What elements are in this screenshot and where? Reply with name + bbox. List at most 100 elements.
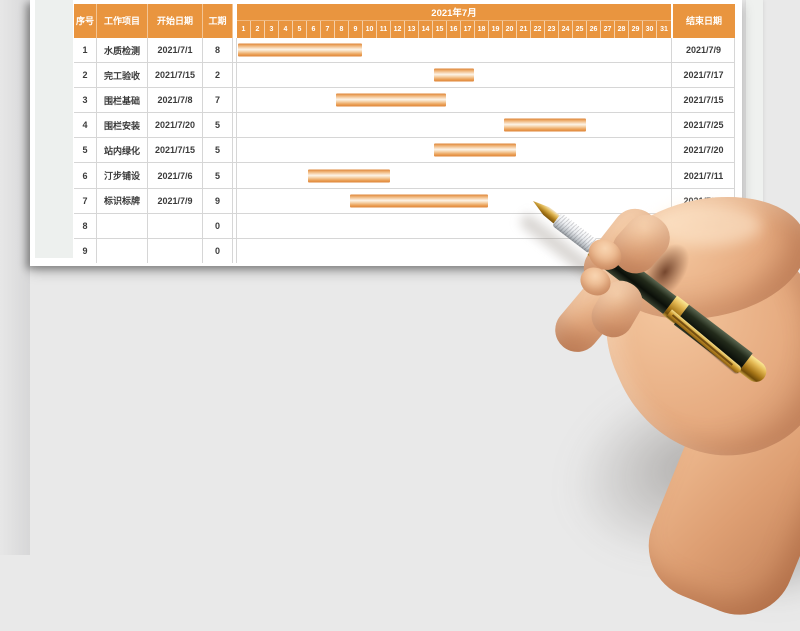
cell-num[interactable]: 2 bbox=[74, 63, 97, 88]
gantt-bar bbox=[434, 68, 474, 82]
gantt-month-title[interactable]: 2021年7月 bbox=[237, 4, 671, 21]
header-num[interactable]: 序号 bbox=[74, 4, 97, 38]
day-header-8[interactable]: 8 bbox=[335, 21, 349, 38]
day-header-5[interactable]: 5 bbox=[293, 21, 307, 38]
cell-duration[interactable]: 9 bbox=[203, 188, 233, 213]
day-header-12[interactable]: 12 bbox=[391, 21, 405, 38]
cell-duration[interactable]: 0 bbox=[203, 213, 233, 238]
table-row: 2 完工验收 2021/7/15 2 2021/7/17 bbox=[74, 63, 735, 89]
day-header-31[interactable]: 31 bbox=[660, 26, 668, 33]
cell-task[interactable]: 标识标牌 bbox=[97, 188, 148, 213]
gantt-bar bbox=[308, 169, 390, 183]
table-row: 4 围栏安装 2021/7/20 5 2021/7/25 bbox=[74, 113, 735, 139]
day-header-14[interactable]: 14 bbox=[419, 21, 433, 38]
cell-gantt[interactable] bbox=[237, 138, 671, 163]
day-header-26[interactable]: 26 bbox=[587, 21, 601, 38]
gantt-bar bbox=[350, 194, 488, 208]
cell-duration[interactable]: 7 bbox=[203, 88, 233, 113]
cell-start-date[interactable]: 2021/7/20 bbox=[148, 113, 203, 138]
cell-duration[interactable]: 0 bbox=[203, 238, 233, 263]
day-header-18[interactable]: 18 bbox=[475, 21, 489, 38]
cell-gantt[interactable] bbox=[237, 38, 671, 63]
cell-task[interactable] bbox=[97, 238, 148, 263]
day-header-21[interactable]: 21 bbox=[517, 21, 531, 38]
day-header-3[interactable]: 3 bbox=[265, 21, 279, 38]
day-header-30[interactable]: 30 bbox=[643, 21, 657, 38]
day-header-20[interactable]: 20 bbox=[503, 21, 517, 38]
day-header-17[interactable]: 17 bbox=[461, 21, 475, 38]
cell-num[interactable]: 6 bbox=[74, 163, 97, 188]
day-header-23[interactable]: 23 bbox=[545, 21, 559, 38]
cell-start-date[interactable]: 2021/7/15 bbox=[148, 138, 203, 163]
cell-gantt[interactable] bbox=[237, 163, 671, 188]
cell-num[interactable]: 5 bbox=[74, 138, 97, 163]
cell-end-date[interactable]: 2021/7/15 bbox=[673, 88, 735, 113]
cell-gap bbox=[671, 88, 673, 113]
cell-num[interactable]: 3 bbox=[74, 88, 97, 113]
cell-num[interactable]: 4 bbox=[74, 113, 97, 138]
day-header-13[interactable]: 13 bbox=[405, 21, 419, 38]
cell-task[interactable]: 站内绿化 bbox=[97, 138, 148, 163]
header-start[interactable]: 开始日期 bbox=[148, 4, 203, 38]
cell-end-date[interactable]: 2021/7/17 bbox=[673, 63, 735, 88]
cell-num[interactable]: 8 bbox=[74, 213, 97, 238]
cell-gantt[interactable] bbox=[237, 113, 671, 138]
day-header-19[interactable]: 19 bbox=[489, 21, 503, 38]
header-gap bbox=[233, 4, 237, 38]
cell-start-date[interactable]: 2021/7/9 bbox=[148, 188, 203, 213]
day-header-6[interactable]: 6 bbox=[307, 21, 321, 38]
cell-gap bbox=[671, 113, 673, 138]
cell-duration[interactable]: 8 bbox=[203, 38, 233, 63]
day-header-7[interactable]: 7 bbox=[321, 21, 335, 38]
cell-start-date[interactable]: 2021/7/15 bbox=[148, 63, 203, 88]
cell-end-date[interactable]: 2021/7/25 bbox=[673, 113, 735, 138]
day-header-4[interactable]: 4 bbox=[279, 21, 293, 38]
cell-duration[interactable]: 2 bbox=[203, 63, 233, 88]
cell-task[interactable]: 围栏安装 bbox=[97, 113, 148, 138]
cell-num[interactable]: 9 bbox=[74, 238, 97, 263]
cell-start-date[interactable] bbox=[148, 238, 203, 263]
cell-end-date[interactable]: 2021/7/11 bbox=[673, 163, 735, 188]
cell-task[interactable]: 汀步铺设 bbox=[97, 163, 148, 188]
cell-num[interactable]: 7 bbox=[74, 188, 97, 213]
day-header-11[interactable]: 11 bbox=[377, 21, 391, 38]
header-duration[interactable]: 工期 bbox=[203, 4, 233, 38]
day-header-10[interactable]: 10 bbox=[363, 21, 377, 38]
cell-gantt[interactable] bbox=[237, 213, 671, 238]
cell-gantt[interactable] bbox=[237, 188, 671, 213]
cell-duration[interactable]: 5 bbox=[203, 113, 233, 138]
cell-task[interactable]: 完工验收 bbox=[97, 63, 148, 88]
cell-task[interactable]: 水质检测 bbox=[97, 38, 148, 63]
cell-start-date[interactable]: 2021/7/8 bbox=[148, 88, 203, 113]
cell-gantt[interactable] bbox=[237, 63, 671, 88]
header-task[interactable]: 工作项目 bbox=[97, 4, 148, 38]
cell-gantt[interactable] bbox=[237, 88, 671, 113]
day-header-1[interactable]: 1 bbox=[237, 21, 251, 38]
cell-duration[interactable]: 5 bbox=[203, 138, 233, 163]
day-header-28[interactable]: 28 bbox=[615, 21, 629, 38]
cell-end-date[interactable]: 2021/7/9 bbox=[673, 38, 735, 63]
day-header-22[interactable]: 22 bbox=[531, 21, 545, 38]
cell-end-date[interactable]: 2021/7/20 bbox=[673, 138, 735, 163]
day-header-15[interactable]: 15 bbox=[433, 21, 447, 38]
cell-gap bbox=[671, 138, 673, 163]
day-header-29[interactable]: 29 bbox=[629, 21, 643, 38]
cell-start-date[interactable]: 2021/7/1 bbox=[148, 38, 203, 63]
cell-duration[interactable]: 5 bbox=[203, 163, 233, 188]
cell-gap bbox=[233, 138, 237, 163]
cell-task[interactable] bbox=[97, 213, 148, 238]
day-header-24[interactable]: 24 bbox=[559, 21, 573, 38]
day-header-16[interactable]: 16 bbox=[447, 21, 461, 38]
gantt-bar bbox=[336, 93, 446, 107]
day-header-27[interactable]: 27 bbox=[601, 21, 615, 38]
day-header-2[interactable]: 2 bbox=[251, 21, 265, 38]
cell-task[interactable]: 围栏基础 bbox=[97, 88, 148, 113]
day-header-25[interactable]: 25 bbox=[573, 21, 587, 38]
cell-num[interactable]: 1 bbox=[74, 38, 97, 63]
header-end[interactable]: 结束日期 bbox=[673, 4, 735, 38]
cell-start-date[interactable]: 2021/7/6 bbox=[148, 163, 203, 188]
cell-start-date[interactable] bbox=[148, 213, 203, 238]
day-header-9[interactable]: 9 bbox=[349, 21, 363, 38]
